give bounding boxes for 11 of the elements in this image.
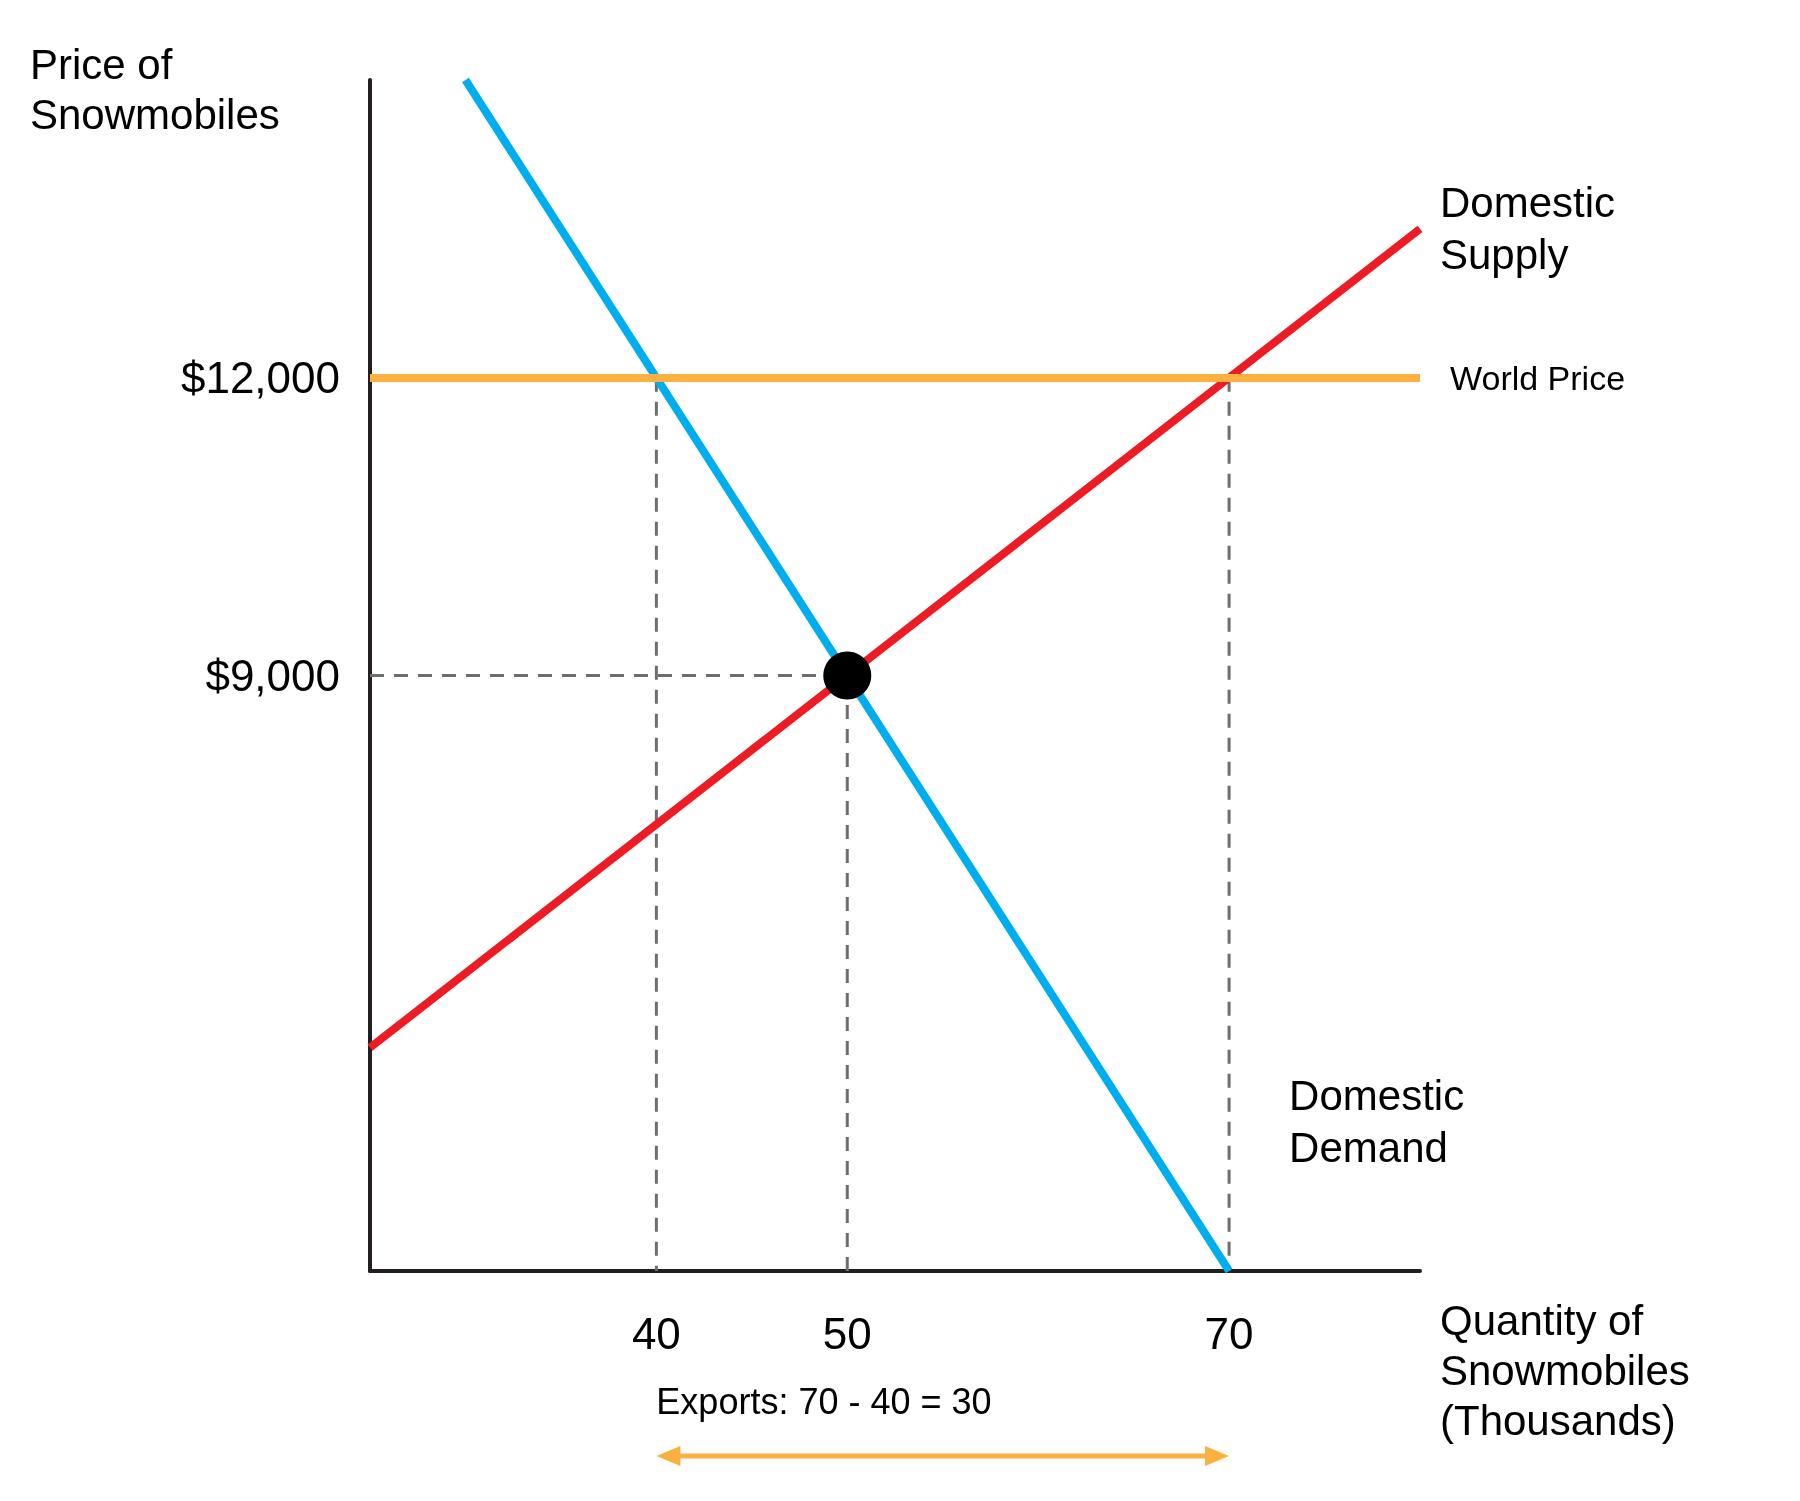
x-tick-label: 50 [822,1308,872,1358]
text: Domestic Demand [1289,1071,1476,1171]
text: Exports: 70 - 40 = 30 [656,1381,992,1423]
series-label: Domestic Supply [1440,179,1627,279]
x-tick-label: 40 [631,1308,681,1358]
y-axis-title: Price of Snowmobiles [30,40,281,140]
x-tick-label: 70 [1204,1308,1254,1358]
ref-line-label: World Price [1450,358,1626,397]
x-axis-title: Quantity of Snowmobiles (Thousands) [1440,1296,1691,1446]
y-tick-label: $9,000 [205,651,340,700]
y-tick-label: $12,000 [180,353,340,403]
